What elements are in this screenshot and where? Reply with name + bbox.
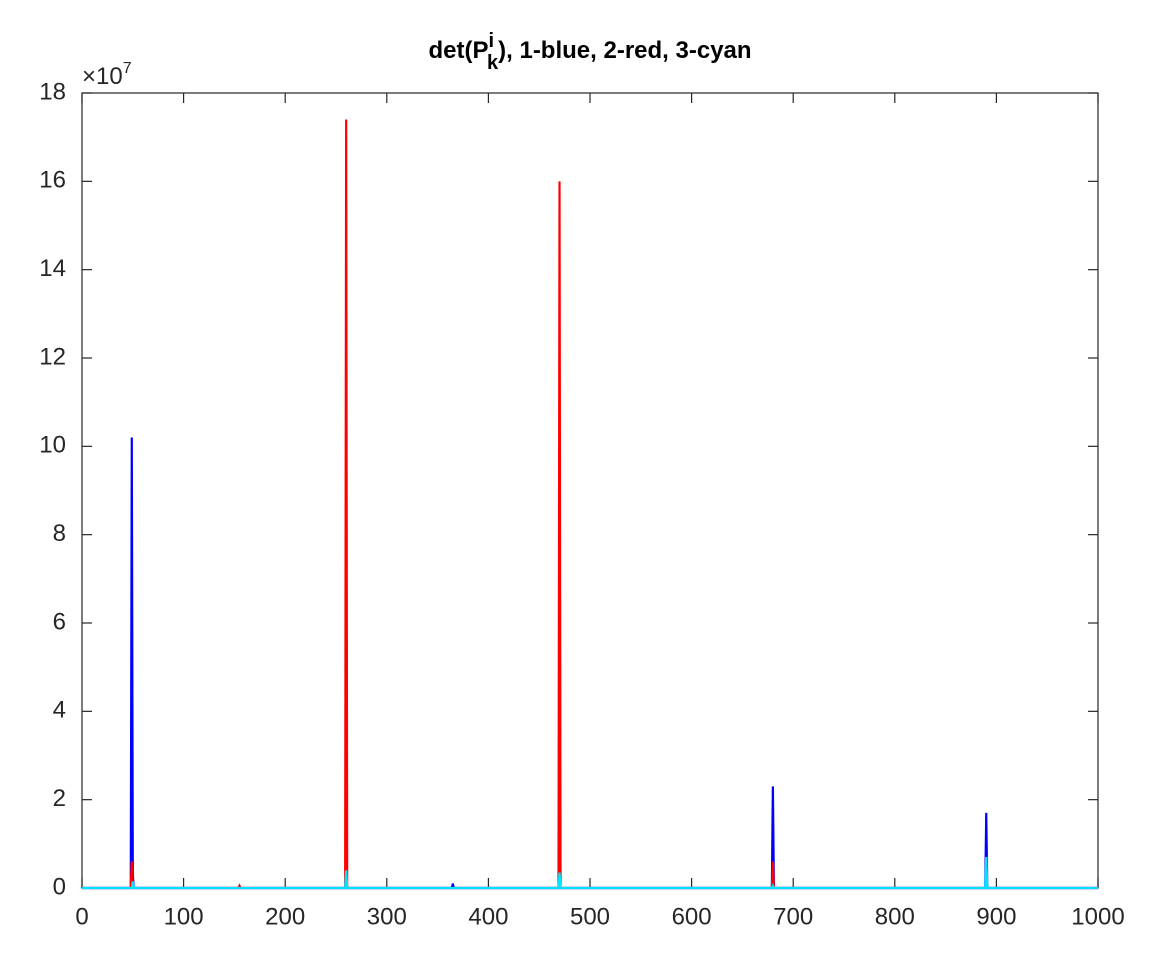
y-tick-label: 16 — [39, 167, 66, 194]
chart-title: det(Pi k), 1-blue, 2-red, 3-cyan — [428, 30, 751, 74]
y-tick-label: 0 — [53, 873, 66, 900]
y-tick-label: 14 — [39, 255, 66, 282]
y-tick-label: 18 — [39, 78, 66, 105]
series-line — [82, 437, 1098, 890]
title-superscript: i — [488, 30, 494, 52]
y-tick-label: 10 — [39, 432, 66, 459]
title-part: ), 1-blue, 2-red, 3-cyan — [498, 37, 751, 64]
series-line — [82, 119, 1098, 890]
exponent-base: ×10 — [82, 63, 123, 90]
y-tick-label: 8 — [53, 520, 66, 547]
title-subscript: k — [487, 52, 499, 74]
y-tick-label: 2 — [53, 785, 66, 812]
y-tick-label: 12 — [39, 343, 66, 370]
x-tick-label: 200 — [265, 903, 305, 930]
x-tick-label: 500 — [570, 903, 610, 930]
y-tick-label: 4 — [53, 697, 66, 724]
x-tick-label: 900 — [976, 903, 1016, 930]
y-exponent: ×107 — [82, 60, 132, 90]
exponent-power: 7 — [123, 60, 132, 77]
x-tick-label: 400 — [468, 903, 508, 930]
x-tick-label: 100 — [164, 903, 204, 930]
x-tick-label: 0 — [75, 903, 88, 930]
plot-frame — [81, 92, 1099, 889]
x-tick-label: 800 — [875, 903, 915, 930]
title-part: det(P — [428, 37, 488, 64]
x-tick-label: 300 — [367, 903, 407, 930]
series-line — [82, 857, 1098, 890]
y-tick-label: 6 — [53, 608, 66, 635]
x-tick-label: 600 — [672, 903, 712, 930]
x-tick-label: 1000 — [1071, 903, 1124, 930]
x-tick-label: 700 — [773, 903, 813, 930]
